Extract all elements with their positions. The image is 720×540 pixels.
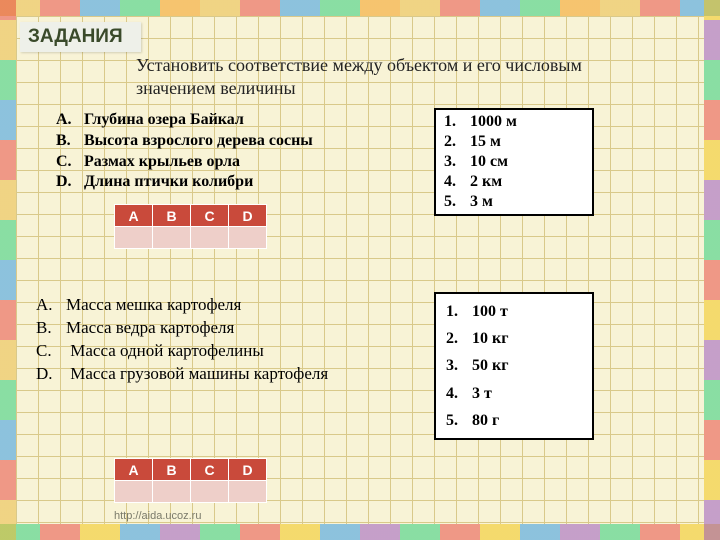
table-answer-row: [115, 227, 267, 249]
list-item: A.Глубина озера Байкал: [56, 110, 313, 131]
list-item: D.Длина птички колибри: [56, 172, 313, 193]
answer-header: A: [115, 205, 153, 227]
list-item: 3.10 см: [444, 152, 584, 172]
task1-values-box: 1.1000 м 2.15 м 3.10 см 4.2 км 5.3 м: [434, 108, 594, 216]
footer-link: http://aida.ucoz.ru: [114, 510, 201, 522]
answer-header: B: [153, 459, 191, 481]
answer-cell[interactable]: [229, 227, 267, 249]
list-item: B.Высота взрослого дерева сосны: [56, 131, 313, 152]
title-tab: ЗАДАНИЯ: [20, 22, 141, 52]
list-item: B.Масса ведра картофеля: [36, 317, 328, 340]
answer-header: B: [153, 205, 191, 227]
list-item: 1.100 т: [446, 298, 582, 325]
answer-header: C: [191, 205, 229, 227]
list-item: 1.1000 м: [444, 112, 584, 132]
answer-cell[interactable]: [115, 227, 153, 249]
decorative-border-right: [704, 0, 720, 540]
answer-cell[interactable]: [229, 481, 267, 503]
table-answer-row: [115, 481, 267, 503]
table-header-row: A B C D: [115, 205, 267, 227]
instruction-text: Установить соответствие между объектом и…: [136, 54, 644, 99]
list-item: C.Размах крыльев орла: [56, 152, 313, 173]
task2-values-box: 1.100 т 2.10 кг 3.50 кг 4.3 т 5.80 г: [434, 292, 594, 440]
answer-header: D: [229, 205, 267, 227]
answer-cell[interactable]: [191, 227, 229, 249]
decorative-border-left: [0, 0, 16, 540]
task1-objects-list: A.Глубина озера Байкал B.Высота взрослог…: [56, 110, 313, 193]
answer-cell[interactable]: [153, 481, 191, 503]
list-item: 2.10 кг: [446, 325, 582, 352]
list-item: D. Масса грузовой машины картофеля: [36, 363, 328, 386]
list-item: 5.80 г: [446, 407, 582, 434]
list-item: 5.3 м: [444, 192, 584, 212]
answer-cell[interactable]: [153, 227, 191, 249]
list-item: 4.2 км: [444, 172, 584, 192]
task2-objects-list: A.Масса мешка картофеля B.Масса ведра ка…: [36, 294, 328, 386]
answer-header: C: [191, 459, 229, 481]
list-item: C. Масса одной картофелины: [36, 340, 328, 363]
decorative-border-top: [0, 0, 720, 16]
table-header-row: A B C D: [115, 459, 267, 481]
list-item: 2.15 м: [444, 132, 584, 152]
list-item: 4.3 т: [446, 380, 582, 407]
answer-header: A: [115, 459, 153, 481]
task1-answer-table: A B C D: [114, 204, 267, 249]
answer-cell[interactable]: [115, 481, 153, 503]
slide-content: ЗАДАНИЯ Установить соответствие между об…: [16, 16, 704, 524]
list-item: A.Масса мешка картофеля: [36, 294, 328, 317]
task2-answer-table: A B C D: [114, 458, 267, 503]
list-item: 3.50 кг: [446, 352, 582, 379]
answer-cell[interactable]: [191, 481, 229, 503]
decorative-border-bottom: [0, 524, 720, 540]
answer-header: D: [229, 459, 267, 481]
